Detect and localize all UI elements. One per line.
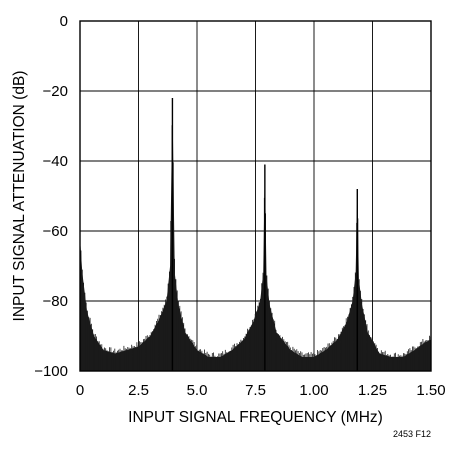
x-tick-labels: 0 2.5 5.0 7.5 1.00 1.25 1.50 [76,382,446,399]
y-tick-label: −60 [43,223,68,240]
y-axis-label: INPUT SIGNAL ATTENUATION (dB) [11,71,28,322]
x-tick-label: 1.00 [299,382,328,399]
spectrum [80,98,432,371]
x-tick-label: 1.50 [416,382,445,399]
noise-texture [80,125,432,371]
grid [80,21,431,371]
y-tick-label: −100 [34,363,68,380]
figure-code: 2453 F12 [393,429,431,439]
y-tick-label: −40 [43,153,68,170]
x-tick-label: 5.0 [187,382,208,399]
y-tick-labels: 0 −20 −40 −60 −80 −100 [34,13,68,380]
x-axis-label: INPUT SIGNAL FREQUENCY (MHz) [128,409,383,426]
y-tick-label: −20 [43,83,68,100]
y-tick-label: −80 [43,293,68,310]
x-tick-label: 7.5 [245,382,266,399]
plot-frame [79,20,432,372]
x-tick-label: 2.5 [128,382,149,399]
y-tick-label: 0 [60,13,68,30]
x-tick-label: 1.25 [358,382,387,399]
x-tick-label: 0 [76,382,84,399]
